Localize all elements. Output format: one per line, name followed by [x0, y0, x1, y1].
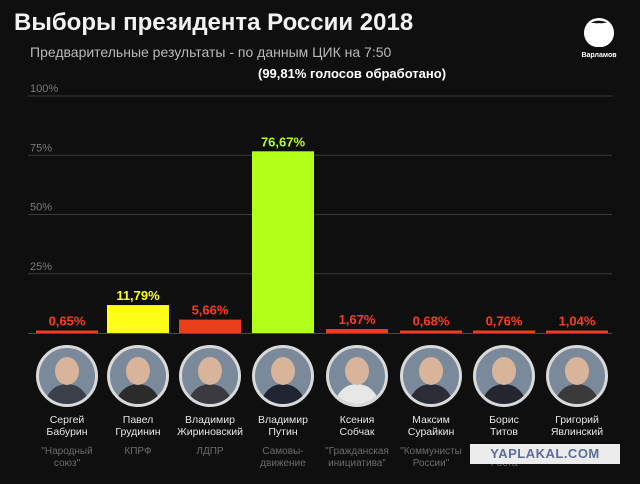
candidate-name: Павел Грудинин [115, 414, 161, 438]
candidate-name: Григорий Явлинский [550, 414, 604, 438]
bar-value-label: 5,66% [192, 303, 229, 318]
avatar [107, 345, 169, 407]
avatar [36, 345, 98, 407]
bar-value-label: 11,79% [116, 288, 160, 303]
processed-note: (99,81% голосов обработано) [258, 66, 447, 81]
bar-value-label: 1,67% [339, 312, 376, 327]
bar-value-label: 76,67% [261, 134, 306, 149]
bar-value-label: 0,68% [413, 314, 450, 329]
varlamov-logo-icon [584, 18, 614, 47]
candidate-name: Владимир Путин [258, 414, 308, 438]
candidate-column: Борис ТитовПартия Роста [467, 345, 541, 470]
avatar-body [261, 384, 305, 404]
candidate-name: Борис Титов [489, 414, 519, 438]
candidate-name: Владимир Жириновский [177, 414, 243, 438]
candidate-column: Павел Грудинин КПРФ [101, 345, 175, 458]
avatar-body [409, 384, 453, 404]
avatar-body [335, 384, 379, 404]
bar-chart: 100% 75% 50% 25% 0,65% 11,79% 5,66% 76,67% 1,67%… [28, 83, 612, 334]
avatar-head [345, 357, 369, 385]
avatar [546, 345, 608, 407]
avatar [326, 345, 388, 407]
bar [546, 330, 608, 333]
avatar-body [188, 384, 232, 404]
avatar [400, 345, 462, 407]
avatar-head [492, 357, 516, 385]
varlamov-logo: Варламов [574, 14, 624, 64]
candidate-name: Максим Сурайкин [407, 414, 455, 438]
avatar-head [198, 357, 222, 385]
avatar [252, 345, 314, 407]
avatar-head [419, 357, 443, 385]
candidate-column: Владимир Жириновский ЛДПР [173, 345, 247, 458]
candidate-column: Ксения Собчак "Гражданская инициатива" [320, 345, 394, 470]
candidate-column: Владимир Путин Самовы- движение [246, 345, 320, 470]
avatar [179, 345, 241, 407]
page-title: Выборы президента России 2018 [14, 9, 414, 36]
bar [252, 151, 314, 333]
y-tick-label: 100% [30, 83, 58, 95]
avatar [473, 345, 535, 407]
bar [36, 330, 98, 333]
candidate-party: "Гражданская инициатива" [325, 446, 389, 469]
y-tick-label: 75% [30, 142, 52, 154]
candidate-column: Максим Сурайкин "Коммунисты России" [394, 345, 468, 470]
avatar-head [55, 357, 79, 385]
logo-text: Варламов [581, 52, 617, 59]
avatar-body [45, 384, 89, 404]
candidate-party: Самовы- движение [260, 446, 306, 469]
candidate-party: "Коммунисты России" [400, 446, 462, 469]
bar-value-label: 1,04% [559, 314, 596, 329]
bar-value-label: 0,65% [49, 314, 86, 329]
candidate-party: "Народный союз" [41, 446, 93, 469]
avatar-body [482, 384, 526, 404]
candidate-party: ЛДПР [196, 446, 224, 457]
bar [326, 329, 388, 333]
candidate-column: Григорий ЯвлинскийЯблоко [540, 345, 614, 458]
bar [400, 330, 462, 333]
bar [473, 330, 535, 333]
avatar-head [126, 357, 150, 385]
candidate-name: Сергей Бабурин [46, 414, 88, 438]
bar [107, 305, 169, 333]
candidate-column: Сергей Бабурин "Народный союз" [30, 345, 104, 470]
avatar-head [565, 357, 589, 385]
candidate-name: Ксения Собчак [339, 414, 375, 438]
y-tick-label: 25% [30, 261, 52, 273]
avatar-body [116, 384, 160, 404]
bar-value-label: 0,76% [486, 314, 523, 329]
bar [179, 319, 241, 333]
page-subtitle: Предварительные результаты - по данным Ц… [30, 44, 392, 60]
y-tick-label: 50% [30, 202, 52, 214]
watermark: YAPLAKAL.COM [470, 444, 620, 464]
candidate-party: КПРФ [124, 446, 152, 457]
avatar-body [555, 384, 599, 404]
avatar-head [271, 357, 295, 385]
